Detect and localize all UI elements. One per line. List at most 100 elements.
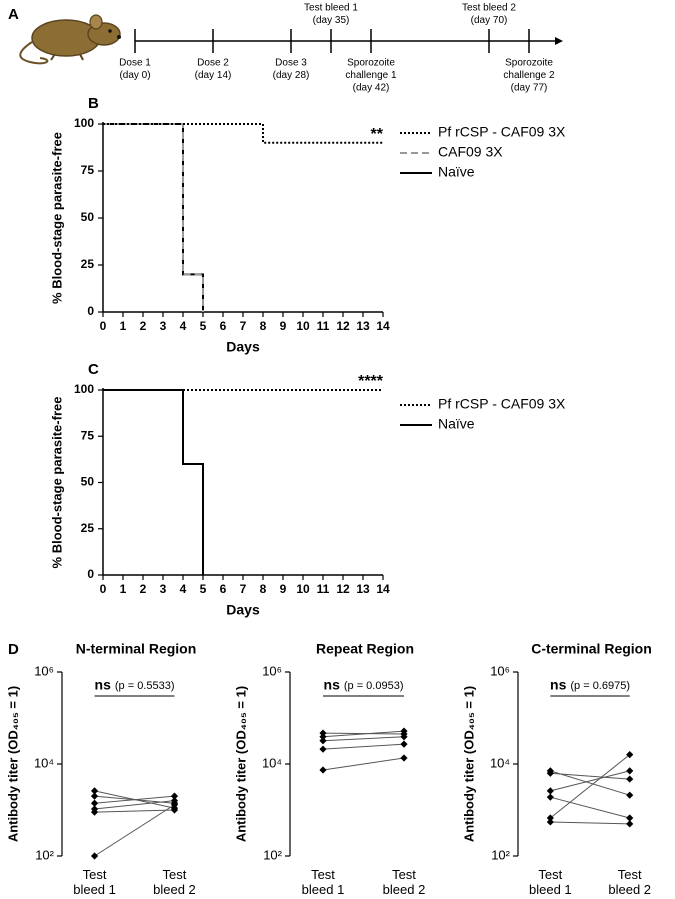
data-point xyxy=(546,818,554,826)
significance-label: ns xyxy=(324,677,341,693)
x-tick-label: 7 xyxy=(240,582,247,596)
survival-line xyxy=(103,389,204,575)
paired-line xyxy=(322,736,405,742)
paired-line xyxy=(550,796,630,819)
x-axis-label: Days xyxy=(226,602,260,618)
paired-line xyxy=(94,804,175,857)
x-tick-label: 4 xyxy=(180,582,187,596)
y-tick-label: 50 xyxy=(81,475,95,489)
x-tick-label: 1 xyxy=(120,582,127,596)
data-point xyxy=(90,792,99,800)
x-tick-label: 13 xyxy=(356,319,370,333)
x-tick-label: 4 xyxy=(180,319,187,333)
legend-label: CAF09 3X xyxy=(438,144,503,160)
panel-label: D xyxy=(8,641,19,658)
y-axis-label: Antibody titer (OD₄₀₅ = 1) xyxy=(5,686,20,842)
paired-line xyxy=(322,743,405,750)
event-label: Sporozoite xyxy=(505,58,553,69)
y-tick-label: 50 xyxy=(81,210,95,224)
y-tick-label: 75 xyxy=(81,163,95,177)
x-axis-label: Days xyxy=(226,339,260,355)
x-tick-label: 12 xyxy=(336,582,350,596)
x-tick-label: 7 xyxy=(240,319,247,333)
x-tick-label: 9 xyxy=(280,582,287,596)
event-label: challenge 1 xyxy=(345,70,397,81)
x-tick-label: 6 xyxy=(220,319,227,333)
y-tick-label: 10² xyxy=(491,847,510,862)
paired-line xyxy=(550,772,630,780)
paired-line xyxy=(322,757,405,771)
data-point xyxy=(170,806,179,814)
y-tick-label: 10⁴ xyxy=(490,755,510,770)
paired-line xyxy=(550,770,630,796)
legend-label: Pf rCSP - CAF09 3X xyxy=(438,124,566,140)
data-point xyxy=(170,797,179,805)
data-point xyxy=(170,792,179,800)
x-tick-label: 11 xyxy=(317,582,330,596)
y-tick-label: 10² xyxy=(263,847,282,862)
data-point xyxy=(319,733,327,741)
data-point xyxy=(626,775,634,783)
x-tick-label: 5 xyxy=(200,582,207,596)
event-label: (day 70) xyxy=(471,15,508,26)
x-tick-label: 3 xyxy=(160,582,167,596)
significance-label: ns xyxy=(550,677,567,693)
y-tick-label: 10⁴ xyxy=(34,755,54,770)
event-label: Dose 3 xyxy=(275,58,307,69)
data-point xyxy=(90,787,99,795)
survival-line xyxy=(103,123,204,312)
paired-line xyxy=(94,800,175,810)
panel-label: A xyxy=(8,6,19,23)
y-tick-label: 10² xyxy=(35,847,54,862)
paired-line xyxy=(94,809,175,813)
event-label: (day 0) xyxy=(119,70,150,81)
panel-label: C xyxy=(88,361,99,378)
paired-line xyxy=(550,754,631,819)
paired-line xyxy=(94,795,175,804)
p-value: (p = 0.6975) xyxy=(570,680,630,692)
x-tick-label: 14 xyxy=(376,319,390,333)
x-tick-label: 5 xyxy=(200,319,207,333)
x-tick-label: Test bleed 1 xyxy=(73,867,116,897)
paired-line xyxy=(550,821,630,825)
y-tick-label: 25 xyxy=(81,257,95,271)
event-label: (day 42) xyxy=(353,83,390,94)
panel-label: B xyxy=(88,95,99,112)
data-point xyxy=(626,820,634,828)
significance: **** xyxy=(358,373,384,390)
data-point xyxy=(626,767,634,775)
data-point xyxy=(626,814,634,822)
data-point xyxy=(626,751,634,759)
y-axis-label: % Blood-stage parasite-free xyxy=(49,132,64,304)
p-value: (p = 0.5533) xyxy=(115,680,175,692)
x-tick-label: 2 xyxy=(140,582,147,596)
data-point xyxy=(546,793,554,801)
event-label: Test bleed 2 xyxy=(462,3,516,14)
event-label: (day 77) xyxy=(511,83,548,94)
x-tick-label: 0 xyxy=(100,319,107,333)
p-value: (p = 0.0953) xyxy=(344,680,404,692)
x-tick-label: 2 xyxy=(140,319,147,333)
data-point xyxy=(546,787,554,795)
data-point xyxy=(400,733,408,741)
legend-label: Pf rCSP - CAF09 3X xyxy=(438,396,566,412)
significance: ** xyxy=(371,126,384,143)
data-point xyxy=(319,766,327,774)
event-label: challenge 2 xyxy=(503,70,555,81)
data-point xyxy=(319,729,327,737)
y-tick-label: 100 xyxy=(74,116,94,130)
y-axis-label: Antibody titer (OD₄₀₅ = 1) xyxy=(461,686,476,842)
y-tick-label: 0 xyxy=(87,304,94,318)
data-point xyxy=(319,745,327,753)
data-point xyxy=(546,814,554,822)
x-tick-label: 10 xyxy=(296,319,310,333)
x-tick-label: 6 xyxy=(220,582,227,596)
y-tick-label: 10⁶ xyxy=(262,663,282,678)
legend-label: Naïve xyxy=(438,164,475,180)
y-tick-label: 0 xyxy=(87,567,94,581)
y-tick-label: 100 xyxy=(74,382,94,396)
x-tick-label: 3 xyxy=(160,319,167,333)
x-tick-label: Test bleed 1 xyxy=(302,867,345,897)
x-tick-label: 13 xyxy=(356,582,370,596)
